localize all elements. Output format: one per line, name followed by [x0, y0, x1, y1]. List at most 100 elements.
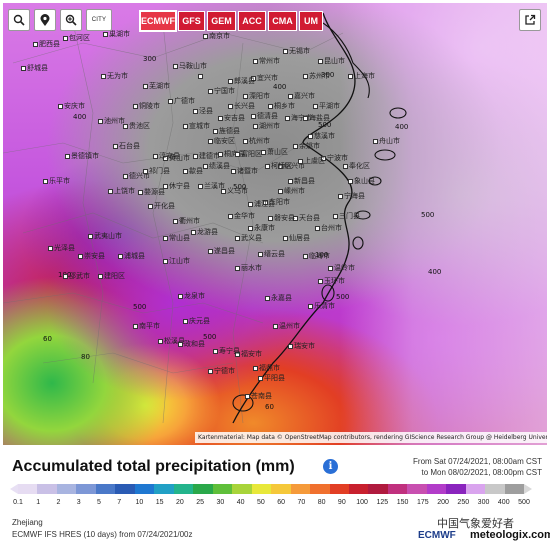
city-label: 三门县 — [333, 213, 360, 220]
city-label: 上虞区 — [298, 158, 325, 165]
zoom-in-button[interactable] — [60, 9, 82, 31]
contour-label: 400 — [273, 83, 287, 91]
location-pin-icon — [40, 13, 50, 26]
colorbar-swatch — [387, 484, 408, 494]
contour-label: 300 — [143, 55, 157, 63]
colorbar-tick-label: 80 — [317, 499, 326, 506]
colorbar-tick-label: 250 — [457, 499, 470, 506]
city-label: 宁波市 — [321, 155, 348, 162]
colorbar-tick-label: 200 — [437, 499, 449, 506]
city-label: 遂昌县 — [208, 248, 235, 255]
map-attribution: Kartenmaterial: Map data © OpenStreetMap… — [195, 432, 547, 443]
contour-label: 500 — [133, 303, 147, 311]
colorbar-tick-label: 15 — [155, 499, 164, 506]
city-label: 江山市 — [163, 258, 190, 265]
city-label: 湖州市 — [253, 123, 280, 130]
colorbar-swatch — [407, 484, 427, 494]
city-label: 寿宁县 — [213, 348, 240, 355]
city-label: 绩溪县 — [203, 163, 230, 170]
city-label: 宁国市 — [208, 88, 235, 95]
city-label: 邵武市 — [63, 273, 90, 280]
city-label: 金华市 — [228, 213, 255, 220]
city-label: 奉化区 — [343, 163, 370, 170]
date-range: From Sat 07/24/2021, 08:00am CST to Mon … — [413, 456, 542, 478]
city-label: 象山县 — [348, 178, 375, 185]
city-label: 郎溪县 — [228, 78, 255, 85]
model-tab-acc[interactable]: ACC — [238, 11, 266, 31]
city-label: 余姚市 — [293, 143, 320, 150]
city-label: 诸暨市 — [231, 168, 258, 175]
colorbar-swatch — [18, 484, 38, 494]
city-label: 温州市 — [273, 323, 300, 330]
colorbar-swatch — [465, 484, 486, 494]
location-button[interactable] — [34, 9, 56, 31]
contour-label: 500 — [421, 211, 435, 219]
brand-logo[interactable]: meteologix.com — [470, 529, 550, 541]
city-label: 德清县 — [251, 113, 278, 120]
city-label: 海盐县 — [303, 115, 330, 122]
colorbar-swatch — [251, 484, 272, 494]
model-tab-ecmwf[interactable]: ECMWF — [139, 10, 177, 32]
city-label: 铜陵市 — [133, 103, 160, 110]
contour-label: 400 — [428, 268, 442, 276]
city-label: 临安区 — [208, 138, 235, 145]
city-label — [198, 73, 204, 80]
city-label: 崇安县 — [78, 253, 105, 260]
city-label: 歙县 — [183, 168, 203, 175]
colorbar-tick-label: 7 — [117, 499, 122, 506]
model-tab-cma[interactable]: CMA — [268, 11, 297, 31]
city-label: 舟山市 — [373, 138, 400, 145]
city-label: 松溪县 — [158, 338, 185, 345]
colorbar-swatch — [290, 484, 311, 494]
zoom-in-icon — [65, 14, 77, 26]
colorbar-swatch — [193, 484, 213, 494]
model-tab-um[interactable]: UM — [299, 11, 323, 31]
city-label: 龙游县 — [191, 229, 218, 236]
city-label: 永嘉县 — [265, 295, 292, 302]
city-label: 南平市 — [133, 323, 160, 330]
city-label: 兰溪市 — [198, 183, 225, 190]
colorbar-swatch — [212, 484, 233, 494]
city-label: 无为市 — [101, 73, 128, 80]
colorbar-tick-label: 100 — [356, 499, 368, 506]
city-label: 乐清市 — [308, 303, 335, 310]
colorbar-tick-label: 10 — [135, 499, 144, 506]
colorbar-tick-label: 70 — [297, 499, 306, 506]
colorbar-arrow-left-icon — [10, 484, 18, 494]
contour-label: 500 — [318, 121, 332, 129]
city-label: 舒城县 — [21, 65, 48, 72]
ecmwf-logo: ECMWF — [418, 530, 456, 541]
contour-label: 80 — [81, 353, 90, 361]
city-label: 平湖市 — [313, 103, 340, 110]
city-label: 宁海县 — [338, 193, 365, 200]
colorbar-tick-label: 25 — [196, 499, 205, 506]
city-label: 建阳区 — [98, 273, 125, 280]
city-label: 休宁县 — [163, 183, 190, 190]
city-label: 上饶市 — [108, 188, 135, 195]
model-tab-gem[interactable]: GEM — [207, 11, 236, 31]
colorbar-swatch — [329, 484, 349, 494]
colorbar-swatch — [504, 484, 525, 494]
city-label: 富阳区 — [235, 151, 262, 158]
city-label: 东阳市 — [263, 199, 290, 206]
city-label: 南京市 — [203, 33, 230, 40]
precipitation-colorbar — [10, 484, 532, 494]
contour-label: 500 — [203, 333, 217, 341]
region-label: Zhejiang — [12, 518, 43, 527]
city-label: 池州市 — [98, 118, 125, 125]
city-label: 苏州市 — [303, 73, 330, 80]
share-button[interactable] — [519, 9, 541, 31]
colorbar-tick-label: 500 — [518, 499, 530, 506]
city-label: 绍兴市 — [278, 163, 305, 170]
colorbar-swatch — [37, 484, 57, 494]
zoom-out-button[interactable] — [8, 9, 30, 31]
precipitation-map[interactable]: 300 300 400 400 400 500 500 500 500 500 … — [3, 3, 547, 445]
model-tab-gfs[interactable]: GFS — [178, 11, 205, 31]
city-label: 临海市 — [303, 253, 330, 260]
info-icon[interactable]: i — [323, 459, 338, 474]
city-toggle-button[interactable]: CITY — [86, 9, 112, 31]
city-label: 丽水市 — [235, 265, 262, 272]
colorbar-tick-label: 0.1 — [13, 499, 23, 506]
contour-label: 400 — [73, 113, 87, 121]
city-label: 浦江县 — [248, 201, 275, 208]
